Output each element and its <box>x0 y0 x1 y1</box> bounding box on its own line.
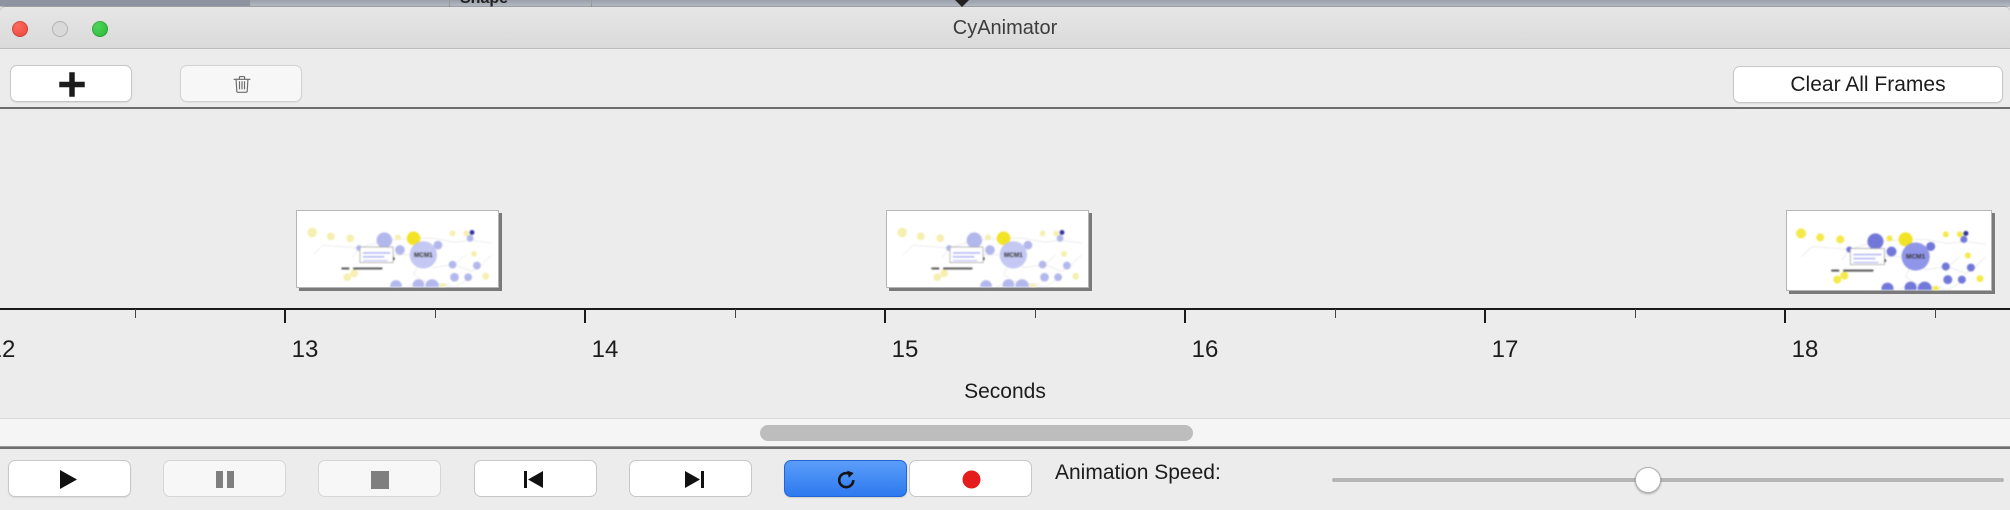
svg-text:MCM1: MCM1 <box>1906 254 1926 261</box>
svg-text:MCM1: MCM1 <box>1004 252 1023 259</box>
svg-text:MCM1: MCM1 <box>414 252 433 259</box>
